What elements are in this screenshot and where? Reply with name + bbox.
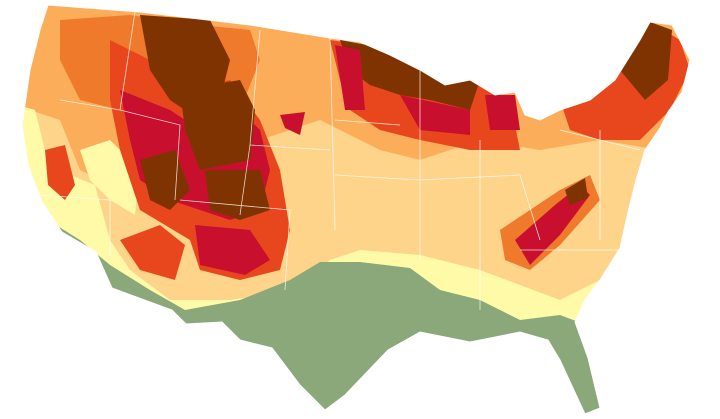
region bbox=[45, 145, 75, 200]
region bbox=[340, 40, 480, 110]
region bbox=[195, 225, 270, 275]
region bbox=[205, 170, 270, 220]
region bbox=[515, 185, 590, 265]
region bbox=[485, 95, 520, 130]
region bbox=[120, 225, 185, 280]
state-borders bbox=[39, 11, 641, 310]
region bbox=[400, 95, 470, 135]
region bbox=[280, 112, 305, 135]
region bbox=[180, 80, 255, 170]
region bbox=[620, 22, 672, 100]
region bbox=[335, 45, 365, 110]
country-outline bbox=[21, 4, 691, 415]
region bbox=[565, 178, 588, 205]
border bbox=[39, 11, 641, 310]
